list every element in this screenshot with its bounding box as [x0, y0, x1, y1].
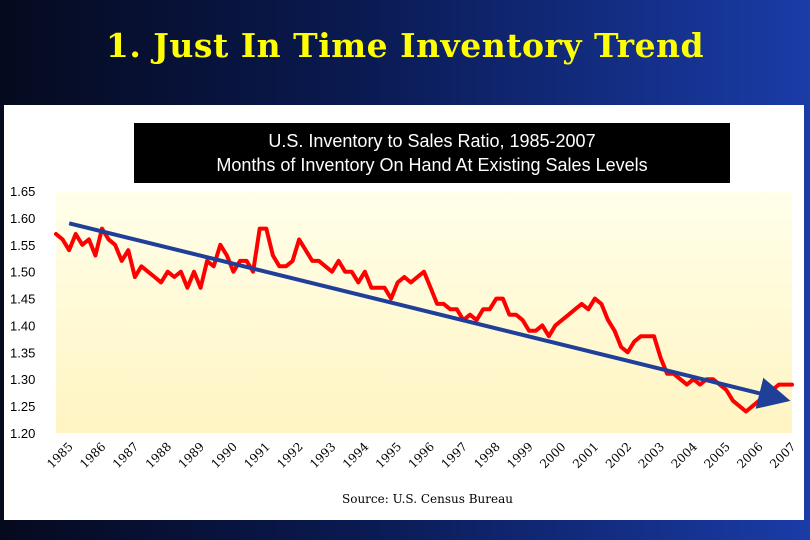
y-tick-label: 1.45 — [10, 292, 35, 307]
chart-subtitle: Months of Inventory On Hand At Existing … — [216, 155, 648, 175]
y-tick-label: 1.65 — [10, 184, 35, 199]
x-tick-label: 2002 — [603, 440, 634, 471]
x-tick-label: 2001 — [570, 440, 601, 471]
chart-source: Source: U.S. Census Bureau — [342, 492, 513, 506]
x-tick-label: 2005 — [701, 440, 732, 471]
x-tick-label: 1988 — [143, 440, 174, 471]
x-tick-label: 1991 — [241, 440, 272, 471]
x-tick-label: 2000 — [537, 440, 568, 471]
x-tick-label: 2006 — [734, 440, 765, 471]
y-axis: 1.20 1.25 1.30 1.35 1.40 1.45 1.50 1.55 1.60 1.65 — [10, 184, 35, 441]
line-chart: 1.20 1.25 1.30 1.35 1.40 1.45 1.50 1.55 1.60 1.65… — [10, 184, 799, 471]
x-tick-label: 1995 — [373, 440, 404, 471]
chart-title: U.S. Inventory to Sales Ratio, 1985-2007 — [268, 131, 596, 151]
x-tick-label: 1986 — [77, 440, 108, 471]
x-tick-label: 1993 — [307, 440, 338, 471]
chart-title-box: U.S. Inventory to Sales Ratio, 1985-2007… — [134, 123, 730, 183]
series-line-inventory-ratio — [54, 226, 794, 414]
x-tick-label: 1994 — [340, 439, 372, 471]
x-tick-label: 2004 — [669, 439, 701, 471]
x-tick-label: 1989 — [176, 440, 207, 471]
x-tick-label: 1999 — [504, 440, 535, 471]
x-tick-label: 1996 — [406, 440, 437, 471]
y-tick-label: 1.20 — [10, 426, 35, 441]
trend-arrow — [68, 221, 791, 409]
y-tick-label: 1.55 — [10, 238, 35, 253]
y-tick-label: 1.35 — [10, 345, 35, 360]
x-tick-label: 2007 — [767, 440, 798, 471]
x-axis: 1985 1986 1987 1988 1989 1990 1991 1992 1993 1994… — [44, 439, 798, 471]
y-tick-label: 1.40 — [10, 318, 35, 333]
y-tick-label: 1.30 — [10, 372, 35, 387]
chart-panel: 1.20 1.25 1.30 1.35 1.40 1.45 1.50 1.55 1.60 1.65… — [4, 105, 804, 520]
x-tick-label: 1987 — [110, 440, 141, 471]
x-tick-label: 1997 — [439, 440, 470, 471]
x-tick-label: 1992 — [274, 440, 305, 471]
x-tick-label: 2003 — [636, 440, 667, 471]
x-tick-label: 1998 — [471, 440, 502, 471]
y-tick-label: 1.25 — [10, 399, 35, 414]
x-tick-label: 1985 — [44, 440, 75, 471]
y-tick-label: 1.60 — [10, 211, 35, 226]
slide-title: 1. Just In Time Inventory Trend — [105, 26, 705, 65]
x-tick-label: 1990 — [209, 440, 240, 471]
y-tick-label: 1.50 — [10, 265, 35, 280]
